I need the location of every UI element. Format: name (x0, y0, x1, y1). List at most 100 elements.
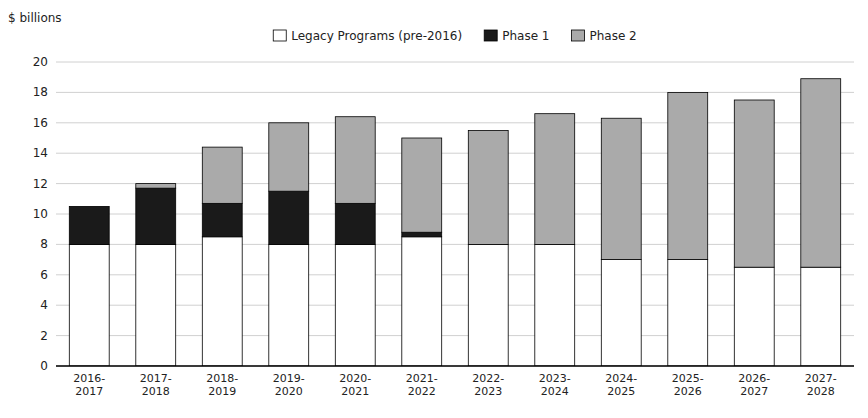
x-tick-line: 2023- (539, 372, 571, 385)
y-axis: 0 2 4 6 8 10 12 14 16 18 20 (33, 55, 48, 373)
x-tick-label: 2017-2018 (140, 372, 172, 398)
x-tick-line: 2022 (408, 385, 436, 398)
x-tick-line: 2019- (273, 372, 305, 385)
legend-label: Phase 2 (589, 29, 636, 43)
x-tick-line: 2018 (142, 385, 170, 398)
bar-segment (136, 244, 176, 366)
bar-segment (402, 232, 442, 237)
y-tick-label: 10 (33, 207, 48, 221)
x-tick-label: 2021-2022 (406, 372, 438, 398)
x-tick-line: 2020- (339, 372, 371, 385)
x-tick-label: 2025-2026 (672, 372, 704, 398)
bar-segment (668, 92, 708, 259)
x-axis: 2016-20172017-20182018-20192019-20202020… (56, 366, 854, 398)
legend: Legacy Programs (pre-2016) Phase 1 Phase 2 (273, 29, 637, 43)
x-tick-line: 2023 (474, 385, 502, 398)
x-tick-label: 2026-2027 (738, 372, 770, 398)
x-tick-line: 2017 (75, 385, 103, 398)
y-tick-label: 16 (33, 116, 48, 130)
x-tick-line: 2027- (805, 372, 837, 385)
y-tick-label: 14 (33, 146, 48, 160)
x-tick-line: 2021 (341, 385, 369, 398)
bar-segment (734, 267, 774, 366)
x-tick-line: 2024 (541, 385, 569, 398)
bar-segment (202, 237, 242, 366)
bar-segment (468, 130, 508, 244)
x-tick-line: 2018- (206, 372, 238, 385)
legend-item: Phase 2 (571, 29, 636, 43)
bar-segment (335, 117, 375, 204)
x-tick-label: 2020-2021 (339, 372, 371, 398)
y-tick-label: 0 (40, 359, 48, 373)
x-tick-label: 2022-2023 (472, 372, 504, 398)
bar-segment (335, 244, 375, 366)
x-tick-label: 2018-2019 (206, 372, 238, 398)
bars (69, 79, 840, 366)
series (69, 237, 840, 366)
grid-line (56, 366, 854, 367)
x-tick-line: 2022- (472, 372, 504, 385)
bar-segment (535, 244, 575, 366)
bar-segment (535, 114, 575, 245)
x-tick-line: 2026- (738, 372, 770, 385)
bar-segment (601, 260, 641, 366)
bar-segment (335, 203, 375, 244)
bar-segment (136, 188, 176, 244)
y-tick-label: 20 (33, 55, 48, 69)
bar-segment (269, 244, 309, 366)
x-tick-line: 2024- (605, 372, 637, 385)
grid (56, 62, 854, 366)
bar-segment (69, 206, 109, 244)
series (136, 79, 841, 267)
bar-segment (269, 123, 309, 191)
bar-segment (202, 203, 242, 236)
y-tick-label: 18 (33, 85, 48, 99)
x-tick-label: 2027-2028 (805, 372, 837, 398)
x-tick-line: 2020 (275, 385, 303, 398)
bar-segment (402, 138, 442, 232)
bar-segment (668, 260, 708, 366)
y-tick-label: 8 (40, 237, 48, 251)
bar-segment (734, 100, 774, 267)
x-tick-line: 2028 (807, 385, 835, 398)
legend-swatch (484, 30, 497, 41)
y-tick-label: 6 (40, 268, 48, 282)
x-tick-line: 2016- (73, 372, 105, 385)
x-tick-label: 2024-2025 (605, 372, 637, 398)
legend-swatch (273, 30, 286, 41)
bar-segment (202, 147, 242, 203)
bar-segment (69, 206, 109, 207)
bar-segment (69, 244, 109, 366)
x-tick-line: 2019 (208, 385, 236, 398)
legend-item: Legacy Programs (pre-2016) (273, 29, 462, 43)
bar-segment (136, 184, 176, 189)
x-tick-line: 2017- (140, 372, 172, 385)
x-tick-line: 2025 (607, 385, 635, 398)
y-axis-label: $ billions (8, 11, 62, 25)
x-axis-line (56, 365, 854, 367)
grid-line (56, 62, 854, 63)
series (69, 188, 441, 244)
legend-item: Phase 1 (484, 29, 549, 43)
x-tick-label: 2019-2020 (273, 372, 305, 398)
x-tick-line: 2027 (740, 385, 768, 398)
legend-swatch (571, 30, 584, 41)
chart: 02468101214161820$ billions2016-20172017… (0, 0, 868, 418)
x-tick-line: 2021- (406, 372, 438, 385)
legend-label: Legacy Programs (pre-2016) (291, 29, 462, 43)
grid-line (56, 92, 854, 93)
y-tick-label: 12 (33, 177, 48, 191)
bar-segment (269, 191, 309, 244)
x-tick-line: 2026 (674, 385, 702, 398)
x-tick-label: 2023-2024 (539, 372, 571, 398)
bar-segment (801, 79, 841, 267)
bar-segment (801, 267, 841, 366)
legend-label: Phase 1 (502, 29, 549, 43)
x-tick-line: 2025- (672, 372, 704, 385)
bar-segment (468, 244, 508, 366)
x-tick-label: 2016-2017 (73, 372, 105, 398)
bar-segment (601, 118, 641, 259)
bar-segment (402, 237, 442, 366)
y-tick-label: 2 (40, 329, 48, 343)
y-tick-label: 4 (40, 298, 48, 312)
